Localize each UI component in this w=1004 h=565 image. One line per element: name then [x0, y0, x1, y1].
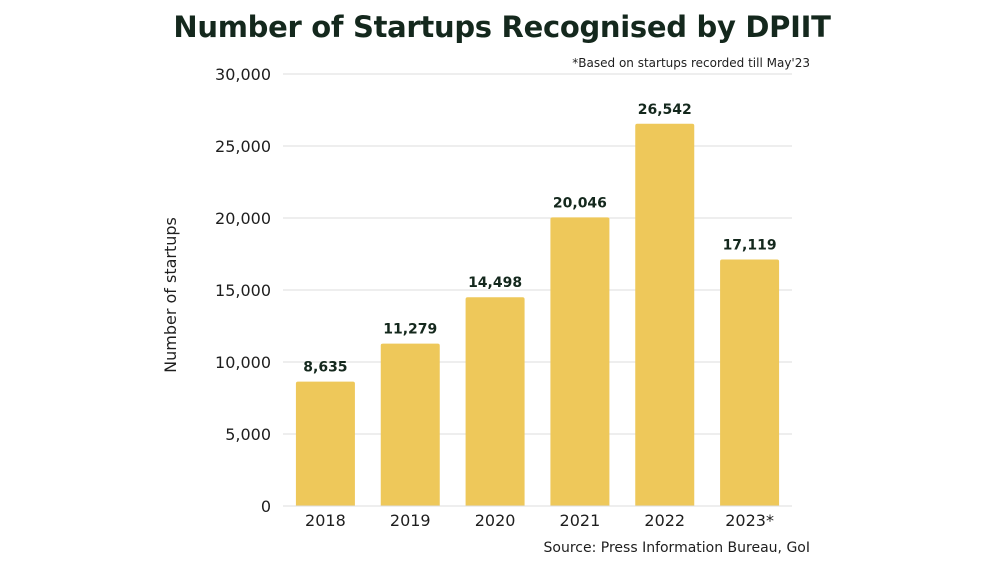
data-label: 17,119: [723, 237, 777, 253]
y-tick-label: 30,000: [215, 65, 271, 84]
data-label: 20,046: [553, 195, 607, 211]
x-tick-label: 2022: [644, 511, 685, 530]
data-label: 26,542: [638, 102, 692, 118]
data-label: 8,635: [303, 360, 347, 376]
y-tick-label: 0: [261, 497, 271, 516]
y-tick-label: 15,000: [215, 281, 271, 300]
source-note: Source: Press Information Bureau, GoI: [543, 540, 810, 556]
y-tick-label: 5,000: [225, 425, 271, 444]
bar: [550, 217, 610, 507]
x-tick-label: 2021: [560, 511, 601, 530]
data-label: 11,279: [383, 322, 437, 338]
chart-footnote: *Based on startups recorded till May'23: [572, 56, 810, 70]
bar: [635, 123, 695, 506]
chart-title: Number of Startups Recognised by DPIIT: [173, 10, 831, 44]
x-tick-label: 2018: [305, 511, 346, 530]
y-tick-label: 20,000: [215, 209, 271, 228]
y-tick-label: 10,000: [215, 353, 271, 372]
data-label: 14,498: [468, 275, 522, 291]
x-tick-label: 2020: [475, 511, 516, 530]
y-axis-title: Number of startups: [161, 217, 180, 373]
bar: [380, 343, 440, 506]
bar: [720, 259, 780, 506]
x-tick-label: 2019: [390, 511, 431, 530]
bar: [295, 381, 355, 506]
bar: [465, 297, 525, 506]
y-tick-label: 25,000: [215, 137, 271, 156]
x-tick-label: 2023*: [725, 511, 774, 530]
